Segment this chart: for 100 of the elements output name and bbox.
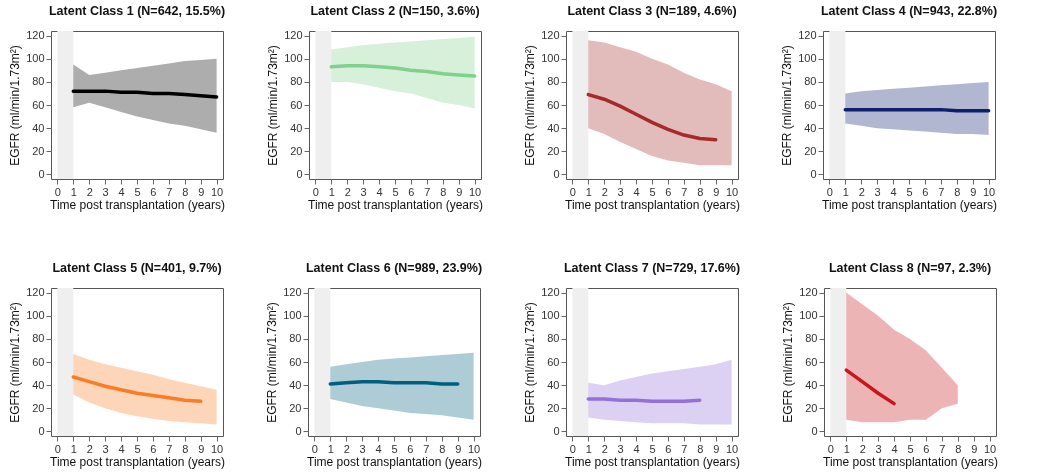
x-tick-label: 8 [697,185,704,198]
y-tick-label: 120 [541,286,560,299]
chart-title: Latent Class 4 (N=943, 22.8%) [820,4,998,19]
x-tick-label: 10 [211,442,224,455]
chart-title: Latent Class 2 (N=150, 3.6%) [310,4,480,19]
y-axis-title: EGFR (ml/min/1.73m²) [523,302,538,423]
y-tick-label: 120 [541,29,560,42]
x-tick-label: 2 [859,442,866,455]
y-tick-label: 120 [798,29,817,42]
x-tick-label: 9 [713,442,720,455]
x-tick-label: 10 [469,185,482,198]
x-tick-label: 2 [343,442,350,455]
x-tick-label: 2 [86,185,93,198]
x-tick-label: 9 [971,442,978,455]
x-tick-label: 6 [665,185,672,198]
x-tick-label: 7 [424,185,431,198]
y-tick-label: 40 [289,378,302,391]
y-tick-label: 60 [32,355,45,368]
x-tick-label: 4 [118,442,125,455]
y-tick-label: 120 [284,29,303,42]
x-tick-label: 10 [211,185,224,198]
x-tick-label: 10 [726,185,739,198]
x-axis-title: Time post transplantation (years) [308,197,483,212]
x-tick-label: 4 [890,185,897,198]
x-tick-label: 4 [633,442,640,455]
x-tick-label: 3 [617,185,624,198]
x-tick-label: 1 [327,442,334,455]
x-tick-label: 5 [134,442,141,455]
x-tick-label: 7 [681,442,688,455]
y-tick-label: 40 [804,121,817,134]
chart-title: Latent Class 6 (N=989, 23.9%) [305,261,483,276]
x-axis-title: Time post transplantation (years) [565,197,740,212]
y-tick-label: 100 [541,52,560,65]
y-tick-label: 0 [295,424,302,437]
y-tick-label: 120 [26,286,45,299]
chart-title: Latent Class 3 (N=189, 4.6%) [567,4,737,19]
x-tick-label: 4 [633,185,640,198]
x-tick-label: 8 [697,442,704,455]
x-tick-label: 0 [826,185,833,198]
y-tick-label: 120 [283,286,302,299]
x-tick-label: 7 [423,442,430,455]
x-tick-label: 1 [328,185,335,198]
x-tick-label: 2 [86,442,93,455]
x-tick-label: 3 [102,442,109,455]
x-tick-label: 8 [182,442,189,455]
y-tick-label: 80 [547,75,560,88]
x-tick-label: 1 [70,442,77,455]
x-tick-label: 0 [312,185,319,198]
y-tick-label: 40 [32,378,45,391]
x-tick-label: 8 [954,185,961,198]
y-axis-title: EGFR (ml/min/1.73m²) [265,302,280,423]
y-tick-label: 20 [290,144,303,157]
x-tick-label: 8 [182,185,189,198]
x-tick-label: 6 [150,185,157,198]
y-tick-label: 80 [289,332,302,345]
y-tick-label: 60 [804,98,817,111]
y-tick-label: 80 [804,75,817,88]
y-tick-label: 0 [810,167,817,180]
x-tick-label: 1 [585,442,592,455]
x-tick-label: 3 [359,442,366,455]
chart-title: Latent Class 1 (N=642, 15.5%) [48,4,226,19]
line-series [329,63,477,78]
y-tick-label: 40 [290,121,303,134]
x-tick-label: 3 [875,442,882,455]
y-tick-label: 60 [805,355,818,368]
x-tick-label: 0 [827,442,834,455]
y-axis-title: EGFR (ml/min/1.73m²) [780,45,795,166]
x-axis-title: Time post transplantation (years) [823,454,998,469]
x-tick-label: 8 [955,442,962,455]
y-tick-label: 0 [553,424,560,437]
x-tick-label: 7 [681,185,688,198]
x-tick-label: 9 [970,185,977,198]
x-tick-label: 1 [843,442,850,455]
x-tick-label: 6 [407,442,414,455]
x-tick-label: 10 [726,442,739,455]
x-tick-label: 0 [54,185,61,198]
line-series [586,92,718,142]
y-axis-title: EGFR (ml/min/1.73m²) [266,45,281,166]
x-tick-label: 2 [858,185,865,198]
chart-title: Latent Class 8 (N=97, 2.3%) [828,261,992,276]
x-axis-title: Time post transplantation (years) [50,197,225,212]
x-tick-label: 7 [939,442,946,455]
x-tick-label: 7 [166,442,173,455]
y-tick-label: 80 [290,75,303,88]
y-tick-label: 0 [553,167,560,180]
y-tick-label: 20 [805,401,818,414]
x-tick-label: 1 [70,185,77,198]
y-tick-label: 60 [289,355,302,368]
x-tick-label: 5 [392,185,399,198]
x-tick-label: 9 [198,185,205,198]
x-tick-label: 8 [439,442,446,455]
x-tick-label: 6 [665,442,672,455]
y-tick-label: 40 [805,378,818,391]
x-tick-label: 6 [922,185,929,198]
x-tick-label: 5 [907,442,914,455]
y-tick-label: 60 [547,98,560,111]
y-tick-label: 80 [32,332,45,345]
y-tick-label: 60 [547,355,560,368]
x-tick-label: 4 [376,185,383,198]
y-tick-label: 100 [26,52,45,65]
